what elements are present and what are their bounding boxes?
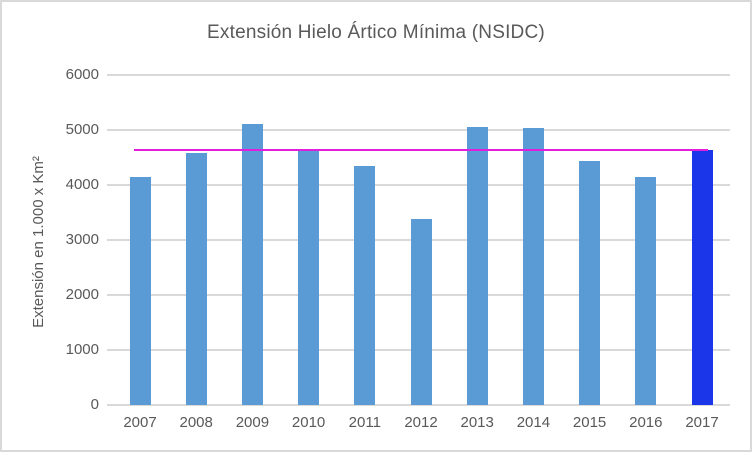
x-tick-label-2010: 2010 (291, 414, 326, 431)
bar-2012 (410, 218, 432, 405)
y-tick-label-1000: 1000 (65, 341, 99, 358)
bar-2011 (354, 166, 376, 405)
x-tick-label-2017: 2017 (685, 414, 719, 431)
bar-2013 (466, 127, 488, 405)
x-tick-label-2012: 2012 (404, 414, 438, 431)
y-tick-label-0: 0 (90, 396, 99, 413)
bar-2014 (522, 128, 544, 405)
gridline-0 (107, 404, 730, 406)
y-tick-label-3000: 3000 (65, 231, 99, 248)
bar-2007 (129, 176, 151, 405)
chart-title: Extensión Hielo Ártico Mínima (NSIDC) (207, 22, 545, 43)
y-tick-label-5000: 5000 (65, 121, 99, 138)
x-tick-label-2013: 2013 (460, 414, 494, 431)
y-tick-label-4000: 4000 (65, 176, 99, 193)
reference-line (134, 148, 708, 151)
bar-2017 (691, 149, 713, 405)
x-tick-label-2007: 2007 (123, 414, 157, 431)
y-tick-label-6000: 6000 (65, 66, 99, 83)
bar-2010 (298, 151, 320, 405)
plot-area (107, 74, 730, 406)
gridline-4000 (107, 184, 730, 186)
bar-2008 (185, 153, 207, 405)
gridline-5000 (107, 129, 730, 131)
x-tick-label-2014: 2014 (516, 414, 551, 431)
x-tick-label-2009: 2009 (235, 414, 270, 431)
x-tick-label-2008: 2008 (179, 414, 213, 431)
bar-2015 (579, 161, 601, 405)
x-tick-label-2015: 2015 (572, 414, 607, 431)
x-tick-label-2016: 2016 (629, 414, 663, 431)
bar-2009 (241, 123, 263, 405)
y-tick-label-2000: 2000 (65, 286, 99, 303)
x-tick-label-2011: 2011 (348, 414, 381, 431)
bar-2016 (635, 177, 657, 405)
gridline-6000 (107, 74, 730, 76)
